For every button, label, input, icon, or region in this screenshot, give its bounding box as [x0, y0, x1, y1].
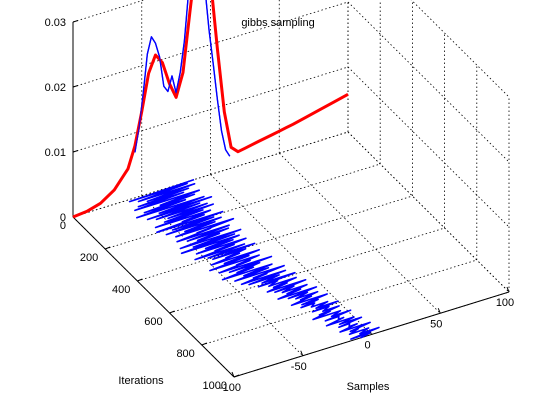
grid-line-side-z [347, 131, 510, 293]
grid-line-floor-x [278, 152, 441, 314]
z-tick-mark [72, 85, 79, 88]
x-tick-label: -100 [219, 382, 241, 394]
x-axis-label: Samples [347, 381, 390, 393]
z-tick-label: 0.03 [45, 17, 66, 29]
y-tick-mark [169, 310, 175, 314]
grid-line-side-z [410, 0, 510, 98]
grid-line-side-z [347, 1, 510, 163]
grid-line-floor-x [210, 174, 372, 335]
z-tick-mark [72, 150, 79, 153]
sample-trace-line [128, 178, 380, 340]
y-tick-mark [137, 278, 143, 282]
sample-histogram-overlay [134, 0, 231, 157]
y-tick-mark [201, 342, 207, 346]
x-tick-mark [506, 286, 510, 293]
y-tick-label: 400 [112, 284, 130, 296]
y-tick-label: 1000 [203, 380, 227, 392]
grid-lines [72, 0, 510, 378]
grid-line-side-z [347, 66, 510, 228]
true-density-line [72, 0, 349, 219]
x-tick-label: 0 [364, 340, 370, 352]
series-sample-trace [128, 178, 380, 340]
y-tick-label: 0 [60, 220, 66, 232]
y-axis-line [72, 216, 235, 378]
axes [72, 20, 510, 378]
x-tick-mark [231, 371, 235, 378]
x-tick-label: -50 [291, 361, 307, 373]
y-tick-mark [233, 374, 240, 378]
y-tick-label: 600 [144, 316, 162, 328]
z-tick-label: 0.01 [45, 147, 66, 159]
chart-title: gibbs sampling [241, 17, 314, 29]
y-axis-label: Iterations [118, 375, 164, 387]
z-tick-mark [72, 20, 79, 23]
tick-labels: -100-500501000200400600800100000.010.020… [45, 17, 515, 394]
z-tick-label: 0.02 [45, 82, 66, 94]
y-tick-label: 200 [80, 252, 98, 264]
z-tick-label: 0 [60, 212, 66, 224]
series-curves [72, 0, 349, 219]
y-tick-mark [105, 246, 111, 250]
grid-line-floor-x [141, 195, 304, 357]
x-tick-label: 100 [496, 297, 514, 309]
x-tick-mark [437, 308, 441, 314]
x-tick-mark [300, 350, 304, 356]
y-tick-label: 800 [176, 348, 194, 360]
x-tick-label: 50 [430, 318, 442, 330]
